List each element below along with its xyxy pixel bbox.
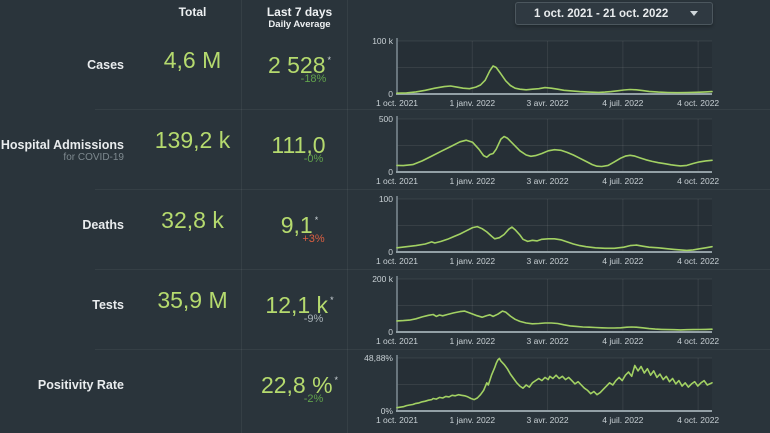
cases-total-value: 4,6 M: [163, 47, 222, 73]
row-label-tests: Tests: [92, 298, 124, 312]
x-axis-tick-label: 4 juil. 2022: [602, 176, 644, 186]
x-axis-tick-label: 4 juil. 2022: [602, 98, 644, 108]
y-axis-zero-label: 0: [388, 327, 393, 337]
row-label-hospital-admissions: Hospital Admissions: [0, 138, 124, 152]
row-sublabel-for-covid19: for COVID-19: [63, 152, 124, 163]
y-axis-zero-label: 0: [388, 167, 393, 177]
x-axis-tick-label: 1 janv. 2022: [449, 98, 496, 108]
row-label-positivity-rate: Positivity Rate: [37, 378, 124, 392]
row-divider: [95, 189, 770, 190]
date-range-selector[interactable]: 1 oct. 2021 - 21 oct. 2022: [515, 2, 713, 25]
x-axis-tick-label: 3 avr. 2022: [526, 415, 569, 425]
tests-daily-average: 12,1 k *: [265, 292, 334, 318]
y-axis-max-label: 100: [378, 194, 393, 204]
hospital-admissions-daily-sparkline: [396, 116, 713, 173]
x-axis-tick-label: 3 avr. 2022: [526, 256, 569, 266]
cases-delta-badge: -18%: [300, 73, 327, 85]
x-axis-tick-label: 1 oct. 2021: [375, 98, 419, 108]
y-axis-zero-label: 0: [388, 89, 393, 99]
x-axis-tick-label: 4 juil. 2022: [602, 415, 644, 425]
cases-daily-average: 2 528 *: [267, 52, 332, 78]
x-axis-tick-label: 1 oct. 2021: [375, 415, 419, 425]
tests-total-value: 35,9 M: [157, 287, 228, 313]
positivity-delta-badge: -2%: [303, 393, 324, 405]
deaths-trend-chart: 100 0 1 oct. 2021 1 janv. 2022 3 avr. 2022 4 …: [362, 194, 720, 274]
x-axis-tick-label: 1 janv. 2022: [449, 176, 496, 186]
tests-daily-sparkline: [396, 276, 713, 333]
row-divider: [95, 269, 770, 270]
y-axis-zero-label: 0%: [380, 406, 393, 416]
x-axis-tick-label: 4 oct. 2022: [677, 415, 720, 425]
x-axis-tick-label: 1 oct. 2021: [375, 336, 419, 346]
footnote-marker: *: [314, 215, 319, 225]
positivity-rate-sparkline: [396, 355, 713, 412]
x-axis-tick-label: 4 oct. 2022: [677, 336, 720, 346]
x-axis-tick-label: 1 janv. 2022: [449, 336, 496, 346]
x-axis-tick-label: 1 janv. 2022: [449, 256, 496, 266]
y-axis-max-label: 200 k: [372, 274, 393, 284]
row-label-deaths: Deaths: [82, 218, 124, 232]
x-axis-tick-label: 1 oct. 2021: [375, 176, 419, 186]
x-axis-tick-label: 4 oct. 2022: [677, 256, 720, 266]
deaths-daily-sparkline: [396, 196, 713, 253]
x-axis-tick-label: 3 avr. 2022: [526, 176, 569, 186]
y-axis-zero-label: 0: [388, 247, 393, 257]
x-axis-tick-label: 3 avr. 2022: [526, 98, 569, 108]
x-axis-tick-label: 4 juil. 2022: [602, 336, 644, 346]
daily-average-column-subheader: Daily Average: [268, 19, 331, 30]
column-divider: [347, 0, 348, 433]
deaths-daily-average: 9,1 *: [280, 212, 319, 238]
positivity-rate-trend-chart: 48,88% 0% 1 oct. 2021 1 janv. 2022 3 avr. 20…: [362, 353, 720, 433]
tests-delta-badge: -9%: [303, 313, 324, 325]
row-label-cases: Cases: [87, 58, 124, 72]
row-divider: [95, 349, 770, 350]
deaths-delta-badge: +3%: [302, 233, 325, 245]
x-axis-tick-label: 4 oct. 2022: [677, 98, 720, 108]
x-axis-tick-label: 3 avr. 2022: [526, 336, 569, 346]
deaths-total-value: 32,8 k: [161, 207, 224, 233]
x-axis-tick-label: 1 oct. 2021: [375, 256, 419, 266]
x-axis-tick-label: 4 oct. 2022: [677, 176, 720, 186]
hospital-total-value: 139,2 k: [154, 127, 231, 153]
footnote-marker: *: [330, 295, 334, 305]
chevron-down-icon: [690, 11, 698, 16]
footnote-marker: *: [334, 375, 339, 385]
hospital-admissions-trend-chart: 500 0 1 oct. 2021 1 janv. 2022 3 avr. 2022 4 …: [362, 114, 720, 194]
row-divider: [95, 109, 770, 110]
date-range-label: 1 oct. 2021 - 21 oct. 2022: [534, 7, 669, 20]
total-column-header: Total: [178, 5, 207, 19]
footnote-marker: *: [327, 55, 332, 65]
y-axis-max-label: 100 k: [372, 36, 393, 46]
positivity-daily-average: 22,8 % *: [260, 372, 339, 398]
x-axis-tick-label: 1 janv. 2022: [449, 415, 496, 425]
y-axis-max-label: 48,88%: [364, 353, 393, 363]
y-axis-max-label: 500: [378, 114, 393, 124]
hospital-delta-badge: -0%: [303, 153, 324, 165]
column-divider: [241, 0, 242, 433]
hospital-daily-average: 111,0: [271, 132, 326, 158]
last7days-column-header: Last 7 days: [266, 5, 333, 19]
x-axis-tick-label: 4 juil. 2022: [602, 256, 644, 266]
cases-daily-sparkline: [396, 38, 713, 95]
